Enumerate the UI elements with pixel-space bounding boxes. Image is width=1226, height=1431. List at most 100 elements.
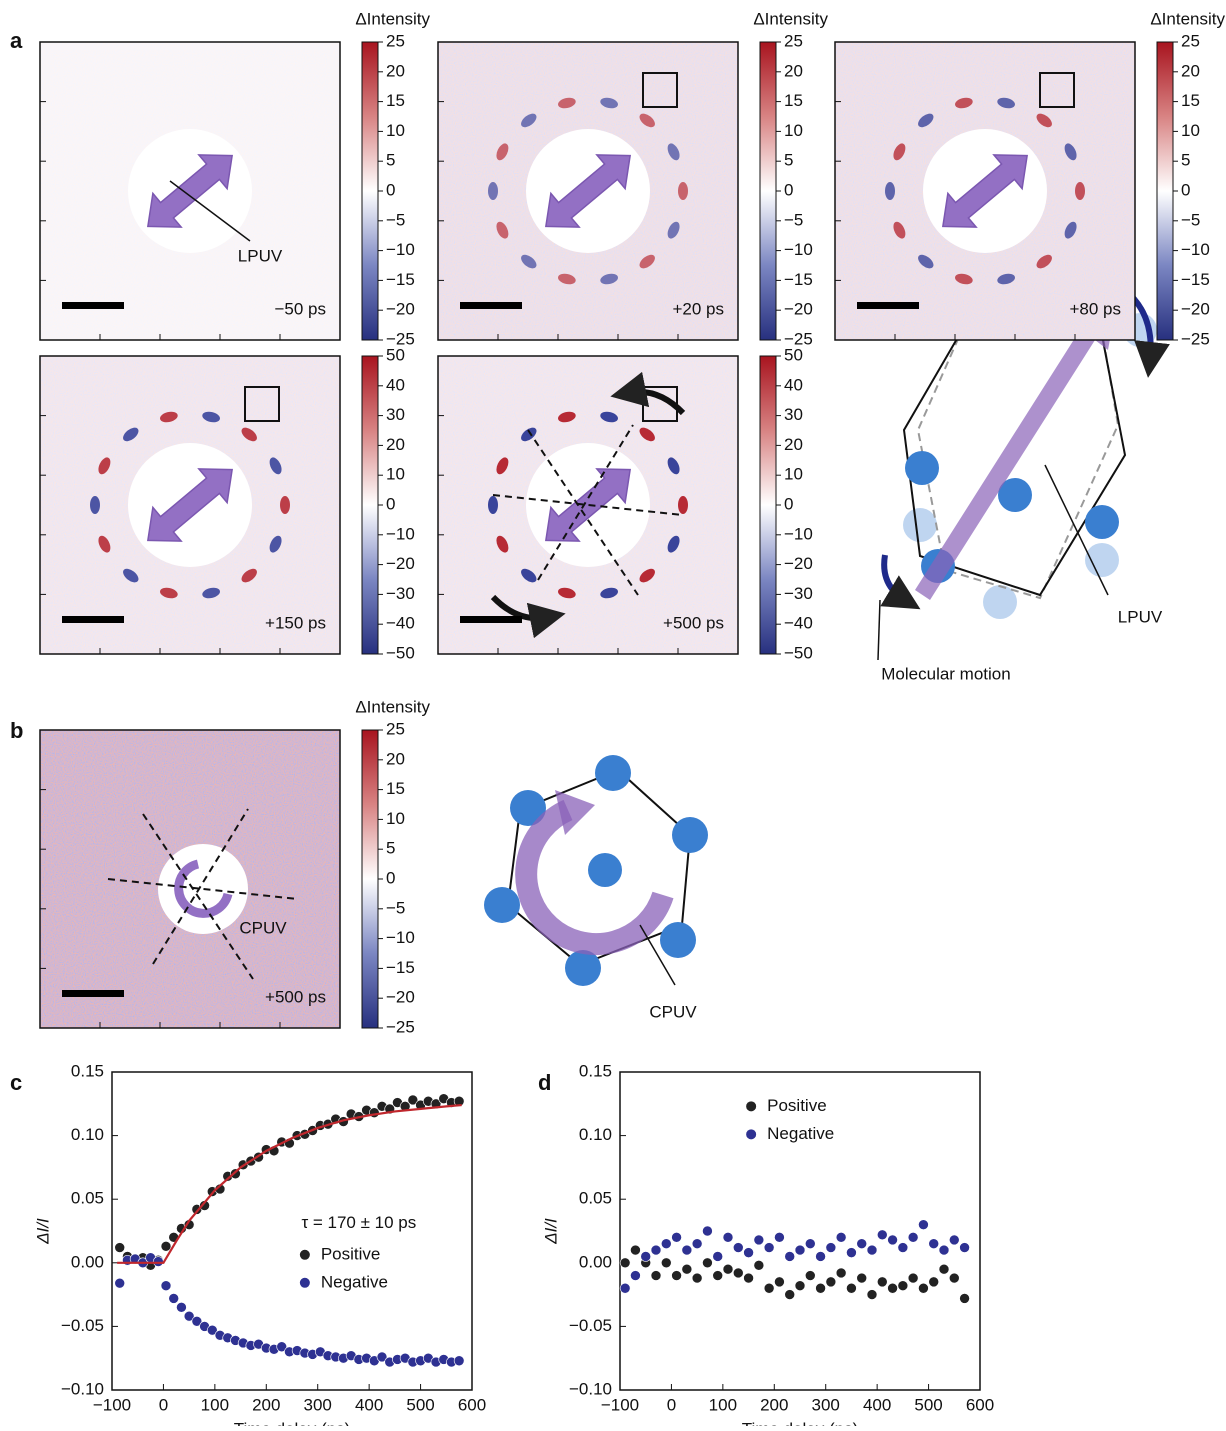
data-point [836, 1268, 846, 1278]
data-point [744, 1273, 754, 1283]
data-point [723, 1232, 733, 1242]
data-point [949, 1273, 959, 1283]
colorbar-tick-label: 10 [784, 121, 803, 140]
data-point [898, 1243, 908, 1253]
x-tick-label: 100 [709, 1395, 737, 1414]
colorbar-tick-label: 0 [386, 180, 395, 199]
colorbar-tick-label: −50 [386, 643, 415, 662]
data-point [898, 1281, 908, 1291]
legend-marker [746, 1101, 756, 1111]
time-label: +80 ps [1069, 299, 1121, 318]
colorbar [362, 42, 378, 340]
data-point [754, 1260, 764, 1270]
colorbar-tick-label: 10 [386, 809, 405, 828]
colorbar-tick-label: 20 [386, 435, 405, 454]
data-point [651, 1245, 661, 1255]
data-point [692, 1239, 702, 1249]
data-point [857, 1239, 867, 1249]
colorbar-tick-label: 20 [1181, 61, 1200, 80]
y-tick-label: 0.15 [579, 1061, 612, 1080]
colorbar-tick-label: 20 [784, 435, 803, 454]
colorbar-tick-label: −20 [386, 988, 415, 1007]
time-label: +150 ps [265, 613, 326, 632]
data-point [795, 1245, 805, 1255]
x-tick-label: 600 [966, 1395, 994, 1414]
image-panel: +500 psCPUV−25−20−15−10−50510152025ΔInte… [40, 697, 430, 1036]
colorbar-tick-label: 15 [1181, 91, 1200, 110]
data-point [692, 1273, 702, 1283]
data-point [620, 1283, 630, 1293]
colorbar-tick-label: 30 [784, 405, 803, 424]
data-point [918, 1283, 928, 1293]
image-panel: −50 psLPUV−25−20−15−10−50510152025ΔInten… [40, 9, 430, 348]
data-point [620, 1258, 630, 1268]
data-point [733, 1243, 743, 1253]
data-point [713, 1271, 723, 1281]
colorbar-tick-label: 25 [1181, 31, 1200, 50]
x-tick-label: 500 [406, 1395, 434, 1414]
data-point [176, 1302, 186, 1312]
y-axis-label: ΔI/I [541, 1218, 560, 1245]
colorbar-tick-label: −15 [386, 270, 415, 289]
colorbar [760, 42, 776, 340]
colorbar-title: ΔIntensity [1150, 9, 1225, 28]
data-point [805, 1239, 815, 1249]
x-tick-label: 300 [812, 1395, 840, 1414]
data-point [702, 1226, 712, 1236]
colorbar-tick-label: −15 [1181, 270, 1210, 289]
y-tick-label: 0.05 [579, 1189, 612, 1208]
data-point [672, 1232, 682, 1242]
schematic-circular: CPUV [484, 755, 708, 1021]
data-point [857, 1273, 867, 1283]
colorbar-tick-label: 5 [784, 151, 793, 170]
data-point [877, 1277, 887, 1287]
diffraction-spot [90, 496, 100, 514]
colorbar-tick-label: −30 [386, 584, 415, 603]
data-point [846, 1248, 856, 1258]
scale-bar [62, 616, 124, 623]
data-point [929, 1239, 939, 1249]
x-tick-label: 400 [863, 1395, 891, 1414]
data-point [651, 1271, 661, 1281]
colorbar-tick-label: 0 [784, 494, 793, 513]
diffraction-spot [280, 496, 290, 514]
data-point [939, 1264, 949, 1274]
colorbar-title: ΔIntensity [355, 9, 430, 28]
colorbar-tick-label: 10 [1181, 121, 1200, 140]
figure: a b c d LPUV Molecular motion CPUV −50 p… [0, 0, 1226, 1426]
data-point [723, 1264, 733, 1274]
data-point [888, 1283, 898, 1293]
colorbar-tick-label: 5 [1181, 151, 1190, 170]
colorbar-tick-label: −30 [784, 584, 813, 603]
data-point [754, 1235, 764, 1245]
data-point [826, 1277, 836, 1287]
colorbar-tick-label: −5 [386, 898, 405, 917]
scale-bar [62, 990, 124, 997]
colorbar-tick-label: 50 [784, 345, 803, 364]
image-panel: +20 ps−25−20−15−10−50510152025ΔIntensity [438, 9, 828, 348]
x-tick-label: 0 [159, 1395, 168, 1414]
colorbar-tick-label: −25 [386, 1017, 415, 1036]
data-point [672, 1271, 682, 1281]
colorbar-tick-label: 5 [386, 839, 395, 858]
colorbar-tick-label: −5 [386, 210, 405, 229]
x-tick-label: 300 [304, 1395, 332, 1414]
annotation: τ = 170 ± 10 ps [301, 1213, 416, 1232]
colorbar [362, 730, 378, 1028]
x-tick-label: 0 [667, 1395, 676, 1414]
data-point [908, 1232, 918, 1242]
data-point [929, 1277, 939, 1287]
data-point [960, 1243, 970, 1253]
colorbar-title: ΔIntensity [355, 697, 430, 716]
data-point [774, 1232, 784, 1242]
legend-label: Positive [767, 1096, 827, 1115]
data-point [888, 1235, 898, 1245]
data-point [867, 1290, 877, 1300]
data-point [785, 1290, 795, 1300]
legend-marker [300, 1250, 310, 1260]
data-point [661, 1239, 671, 1249]
colorbar-tick-label: −20 [784, 554, 813, 573]
diffraction-spot [885, 182, 895, 200]
y-tick-label: −0.05 [61, 1316, 104, 1335]
plot-frame [112, 1072, 472, 1390]
